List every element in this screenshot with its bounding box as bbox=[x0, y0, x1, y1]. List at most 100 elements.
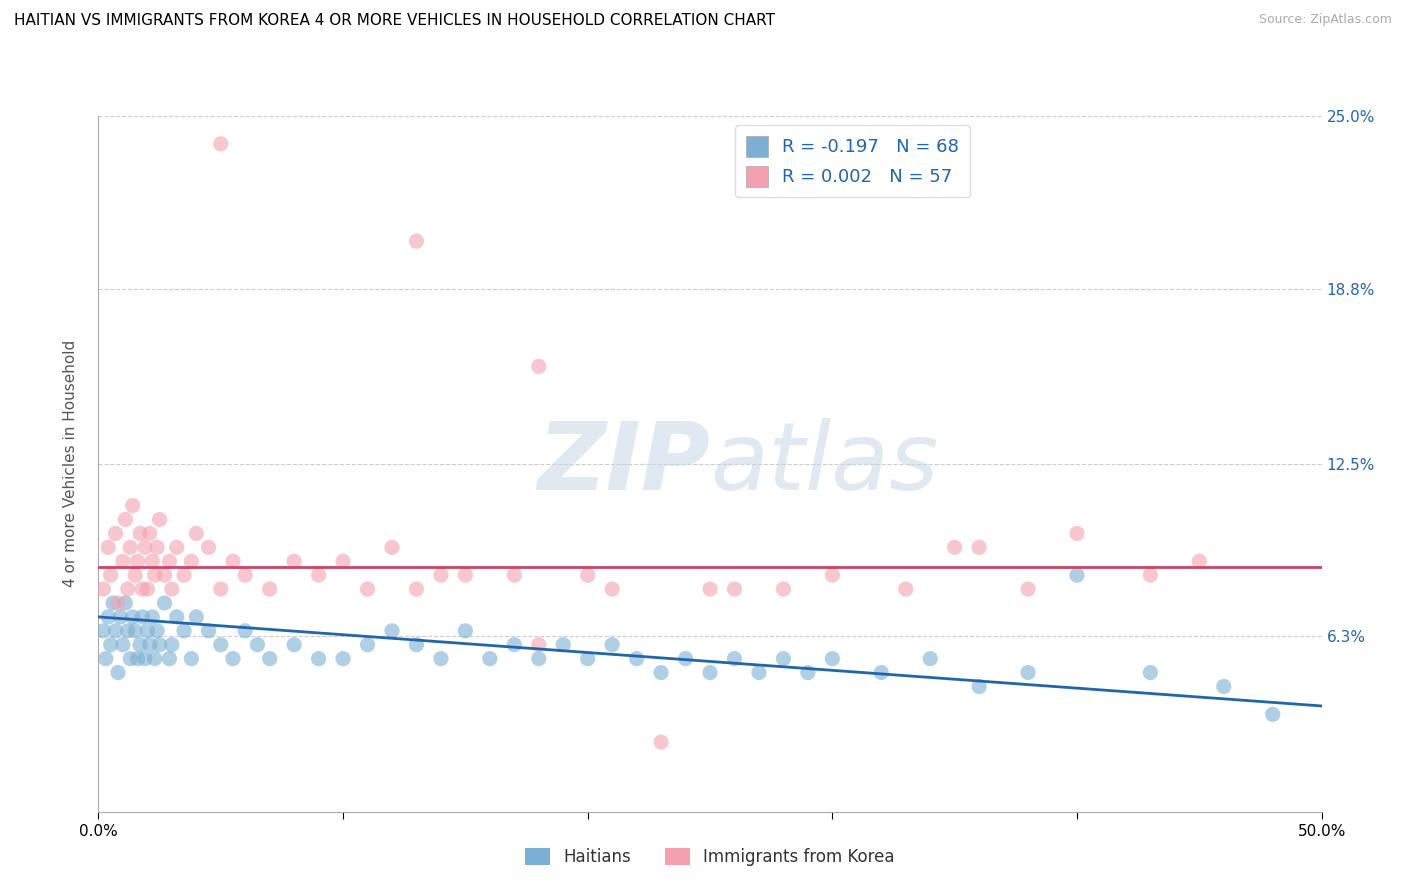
Point bbox=[894, 582, 917, 596]
Point bbox=[1017, 665, 1039, 680]
Point bbox=[120, 651, 142, 665]
Point bbox=[405, 234, 427, 248]
Point bbox=[454, 624, 477, 638]
Point bbox=[100, 568, 122, 582]
Point bbox=[600, 582, 623, 596]
Point bbox=[576, 651, 599, 665]
Point bbox=[111, 554, 134, 568]
Point bbox=[97, 610, 120, 624]
Point bbox=[821, 651, 844, 665]
Point bbox=[149, 512, 172, 526]
Point bbox=[117, 624, 139, 638]
Point bbox=[209, 638, 232, 652]
Point bbox=[967, 541, 990, 555]
Point bbox=[967, 680, 990, 694]
Point bbox=[748, 665, 770, 680]
Point bbox=[124, 624, 146, 638]
Text: atlas: atlas bbox=[710, 418, 938, 509]
Point bbox=[120, 541, 142, 555]
Point bbox=[153, 568, 176, 582]
Point bbox=[117, 582, 139, 596]
Point bbox=[772, 582, 794, 596]
Point bbox=[576, 568, 599, 582]
Point bbox=[100, 638, 122, 652]
Point bbox=[1139, 665, 1161, 680]
Point bbox=[127, 554, 149, 568]
Point bbox=[1261, 707, 1284, 722]
Point bbox=[222, 651, 245, 665]
Point bbox=[1066, 526, 1088, 541]
Point bbox=[233, 624, 256, 638]
Point bbox=[1188, 554, 1211, 568]
Point bbox=[405, 638, 427, 652]
Legend: Haitians, Immigrants from Korea: Haitians, Immigrants from Korea bbox=[519, 841, 901, 873]
Point bbox=[600, 638, 623, 652]
Point bbox=[186, 610, 208, 624]
Point bbox=[153, 596, 176, 610]
Point bbox=[283, 554, 305, 568]
Point bbox=[478, 651, 501, 665]
Point bbox=[107, 596, 129, 610]
Point bbox=[332, 651, 354, 665]
Point bbox=[527, 638, 550, 652]
Point bbox=[503, 638, 526, 652]
Point bbox=[920, 651, 942, 665]
Point bbox=[114, 596, 136, 610]
Point bbox=[134, 541, 156, 555]
Point bbox=[381, 624, 404, 638]
Point bbox=[121, 610, 143, 624]
Point bbox=[94, 651, 117, 665]
Point bbox=[180, 651, 202, 665]
Point bbox=[332, 554, 354, 568]
Point bbox=[723, 582, 745, 596]
Point bbox=[503, 568, 526, 582]
Point bbox=[283, 638, 305, 652]
Point bbox=[160, 582, 183, 596]
Point bbox=[129, 526, 152, 541]
Point bbox=[1139, 568, 1161, 582]
Point bbox=[797, 665, 820, 680]
Point bbox=[173, 624, 195, 638]
Point bbox=[553, 638, 575, 652]
Point bbox=[650, 735, 672, 749]
Point bbox=[233, 568, 256, 582]
Point bbox=[160, 638, 183, 652]
Point bbox=[821, 568, 844, 582]
Point bbox=[101, 596, 124, 610]
Point bbox=[166, 541, 188, 555]
Point bbox=[166, 610, 188, 624]
Point bbox=[186, 526, 208, 541]
Point bbox=[870, 665, 893, 680]
Point bbox=[143, 568, 166, 582]
Point bbox=[131, 582, 153, 596]
Point bbox=[454, 568, 477, 582]
Point bbox=[650, 665, 672, 680]
Point bbox=[197, 624, 219, 638]
Point bbox=[157, 554, 180, 568]
Point bbox=[131, 610, 153, 624]
Point bbox=[1066, 568, 1088, 582]
Y-axis label: 4 or more Vehicles in Household: 4 or more Vehicles in Household bbox=[63, 340, 77, 588]
Text: Source: ZipAtlas.com: Source: ZipAtlas.com bbox=[1258, 13, 1392, 27]
Point bbox=[308, 651, 330, 665]
Point bbox=[430, 651, 453, 665]
Point bbox=[121, 499, 143, 513]
Point bbox=[157, 651, 180, 665]
Point bbox=[943, 541, 966, 555]
Point bbox=[197, 541, 219, 555]
Point bbox=[127, 651, 149, 665]
Point bbox=[114, 512, 136, 526]
Point bbox=[259, 651, 281, 665]
Point bbox=[527, 359, 550, 374]
Point bbox=[146, 541, 169, 555]
Point bbox=[405, 582, 427, 596]
Point bbox=[180, 554, 202, 568]
Point bbox=[430, 568, 453, 582]
Point bbox=[124, 568, 146, 582]
Point bbox=[134, 651, 156, 665]
Point bbox=[136, 582, 159, 596]
Point bbox=[259, 582, 281, 596]
Point bbox=[527, 651, 550, 665]
Point bbox=[1017, 582, 1039, 596]
Point bbox=[772, 651, 794, 665]
